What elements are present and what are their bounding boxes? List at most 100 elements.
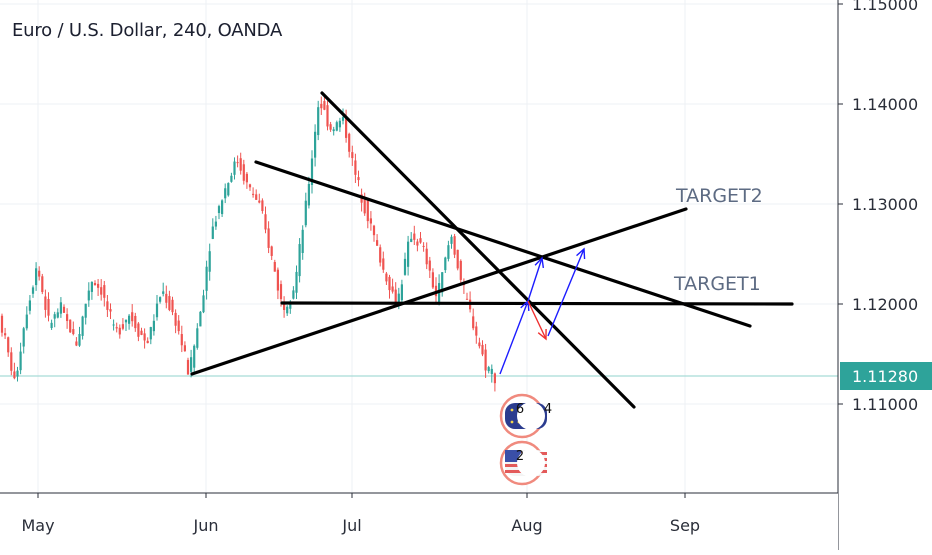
candle-body	[326, 105, 329, 127]
candle-body	[239, 158, 242, 171]
candle-body	[10, 352, 13, 371]
candle-body	[121, 324, 124, 329]
last-price-badge	[840, 362, 932, 390]
candle-body	[369, 218, 372, 224]
candle-body	[283, 302, 286, 310]
candle-body	[183, 345, 186, 352]
candle-body	[317, 107, 320, 136]
candle-body	[301, 229, 304, 253]
candle-body	[146, 340, 149, 344]
projection-arrow[interactable]	[527, 257, 543, 302]
candle-body	[431, 272, 434, 288]
candle-body	[180, 334, 183, 346]
candle-body	[224, 188, 227, 199]
candle-body	[329, 124, 332, 130]
candle-body	[53, 314, 56, 319]
candle-body	[155, 303, 159, 318]
candle-body	[81, 316, 84, 336]
time-axis-background	[0, 493, 838, 550]
candle-body	[230, 175, 233, 182]
candle-body	[351, 152, 354, 159]
candle-body	[25, 314, 28, 329]
candle-body	[124, 319, 128, 323]
candle-body	[413, 233, 416, 240]
candle-body	[307, 183, 310, 206]
candle-body	[106, 301, 109, 310]
candle-body	[217, 206, 221, 214]
flag-canton	[505, 450, 521, 462]
candle-body	[174, 312, 177, 326]
candle-body	[149, 327, 152, 340]
candle-body	[171, 299, 174, 313]
candle-body	[397, 293, 400, 306]
projection-arrow[interactable]	[527, 300, 547, 340]
candle-body	[279, 284, 283, 300]
candle-body	[227, 183, 230, 196]
candle-body	[38, 270, 41, 277]
candle-body	[56, 312, 59, 318]
candle-body	[407, 241, 410, 267]
candle-body	[100, 287, 103, 295]
candle-body	[233, 161, 236, 175]
candle-body	[438, 283, 441, 304]
candle-body	[270, 246, 273, 256]
candle-body	[298, 244, 301, 277]
price-axis-background	[838, 0, 932, 550]
candle-body	[109, 309, 112, 312]
candle-body	[292, 290, 295, 299]
candle-body	[258, 200, 261, 203]
candle-body	[186, 359, 190, 375]
candle-body	[248, 184, 252, 188]
badge-count: 6	[516, 402, 524, 417]
candle-body	[472, 316, 475, 329]
candle-body	[484, 349, 487, 371]
candle-body	[134, 315, 137, 329]
projection-arrow[interactable]	[499, 300, 529, 375]
time-tick-label: Jun	[193, 516, 219, 535]
trend-line[interactable]	[320, 91, 636, 409]
candle-body	[84, 303, 87, 318]
candle-body	[456, 249, 459, 269]
price-tick-label: 1.14000	[852, 95, 918, 114]
badge-mask	[517, 402, 545, 430]
candle-body	[478, 342, 481, 347]
arrow-head	[534, 256, 545, 269]
candle-body	[165, 293, 168, 303]
candle-body	[465, 298, 469, 300]
trend-line[interactable]	[280, 301, 794, 306]
arrow-head	[576, 247, 586, 260]
candle-body	[162, 291, 165, 294]
candle-body	[490, 368, 493, 375]
candle-body	[410, 238, 413, 242]
candle-body	[403, 258, 407, 275]
us-flag-icon[interactable]: 2	[499, 440, 547, 486]
candle-body	[459, 260, 462, 280]
candle-body	[242, 164, 245, 181]
candle-body	[137, 323, 140, 337]
badge-count-secondary: 4	[544, 402, 552, 417]
candle-body	[47, 298, 50, 316]
candle-body	[78, 334, 81, 346]
symbol-title: Euro / U.S. Dollar, 240, OANDA	[12, 20, 283, 41]
candle-body	[255, 194, 258, 200]
candle-body	[295, 271, 298, 293]
candle-body	[286, 306, 289, 314]
candle-body	[388, 276, 391, 291]
badge-mask	[517, 449, 545, 477]
candle-body	[118, 327, 121, 335]
projection-arrow[interactable]	[547, 248, 585, 337]
candle-body	[28, 300, 31, 311]
candle-body	[252, 193, 255, 195]
trend-line[interactable]	[254, 160, 752, 328]
candle-body	[441, 272, 444, 293]
candle-body	[7, 337, 10, 353]
candle-body	[75, 341, 78, 346]
candle-body	[177, 320, 180, 332]
candle-body	[376, 240, 379, 246]
candle-body	[31, 287, 35, 294]
flag-star	[510, 408, 514, 412]
candle-body	[289, 302, 292, 309]
trend-line[interactable]	[190, 207, 688, 376]
